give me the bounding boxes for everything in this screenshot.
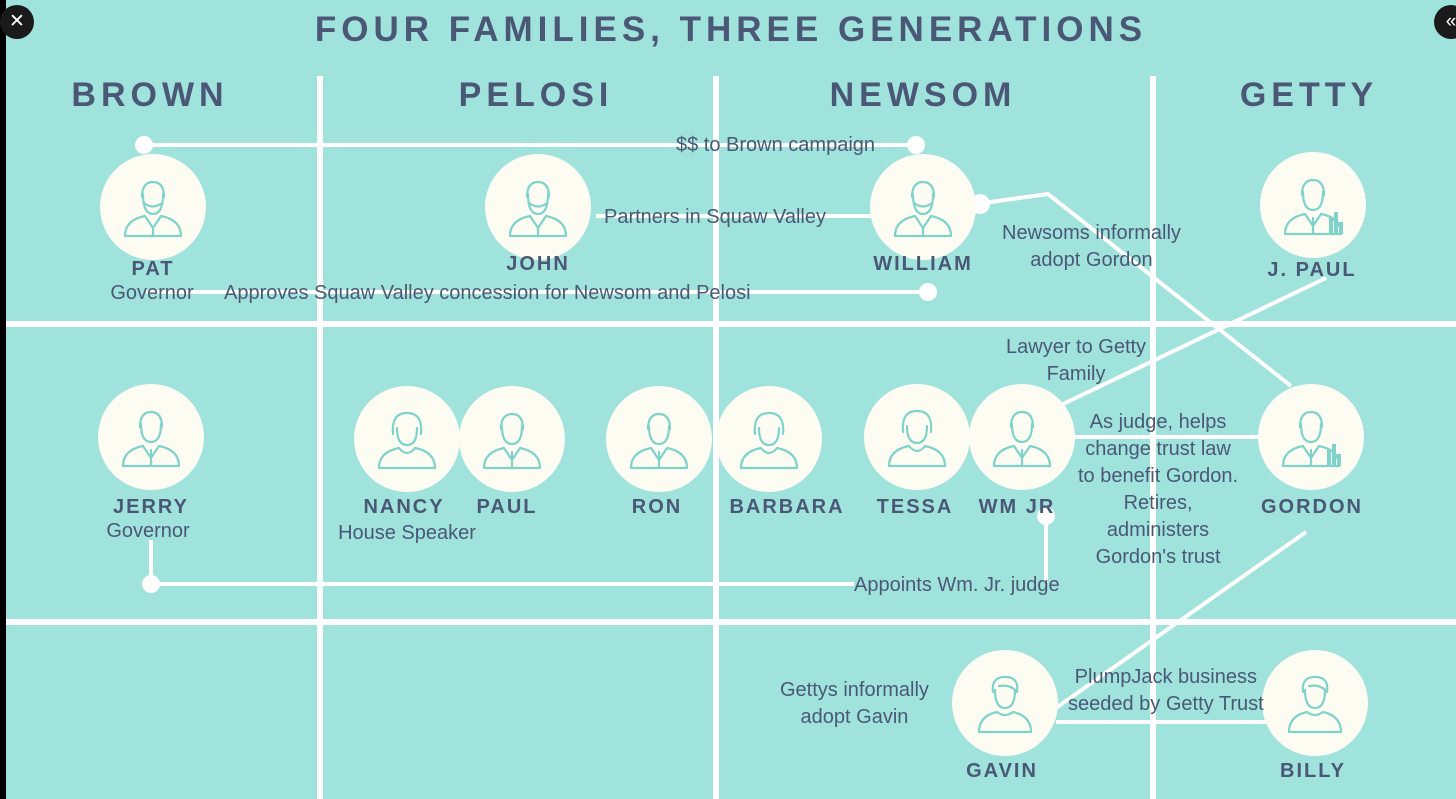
tessa-name: TESSA [876,496,954,518]
person-tie-icon [629,412,689,470]
paul-name: PAUL [476,496,538,518]
gavin-node [952,650,1058,756]
connector-lines [6,76,1456,799]
pat-role: Governor [110,282,194,304]
person-young-icon [1287,675,1343,734]
jerry-role: Governor [106,520,190,542]
paul-node [459,386,565,492]
jpaul-node [1260,152,1366,258]
side-panel-button[interactable]: « [1434,5,1456,39]
nancy-name: NANCY [363,496,445,518]
tessa-node [864,384,970,490]
person-tie-icon [992,410,1052,468]
billy-node [1262,650,1368,756]
chevron-left-icon: « [1445,11,1456,32]
wmjr-node [969,384,1075,490]
family-getty: GETTY [1239,76,1379,114]
barbara-name: BARBARA [729,496,845,518]
annotation-squaw-partners: Partners in Squaw Valley [604,206,826,228]
wmjr-name: WM JR [978,496,1056,518]
family-newsom: NEWSOM [829,76,1017,114]
family-pelosi: PELOSI [458,76,614,114]
relation-lines [144,143,1327,724]
william-name: WILLIAM [873,253,973,275]
page-title: FOUR FAMILIES, THREE GENERATIONS [314,10,1148,49]
diagram-canvas: FOUR FAMILIES, THREE GENERATIONS BROWN P… [6,0,1456,799]
person-beard-icon [508,180,568,238]
annotation-adopt-gavin: Gettys informally adopt Gavin [780,679,929,728]
annotation-appoints: Appoints Wm. Jr. judge [854,574,1060,596]
nancy-node [354,386,460,492]
john-name: JOHN [506,253,570,275]
person-woman-icon [887,409,947,468]
gordon-node [1258,384,1364,490]
pat-node [100,154,206,260]
john-node [485,154,591,260]
annotation-adopt-gordon: Newsoms informally adopt Gordon [1002,222,1181,271]
annotation-plumpjack: PlumpJack business seeded by Getty Trust [1068,666,1264,715]
person-beard-icon [893,180,953,238]
person-woman-icon [739,411,799,470]
billy-name: BILLY [1280,760,1346,782]
jerry-node [98,384,204,490]
pat-name: PAT [131,258,175,280]
person-tie-icon [121,410,181,468]
barbara-node [716,386,822,492]
ron-name: RON [631,496,683,518]
nancy-role: House Speaker [338,522,476,544]
annotation-lawyer: Lawyer to Getty Family [1006,336,1147,385]
jpaul-name: J. PAUL [1267,259,1357,281]
ron-node [606,386,712,492]
gavin-name: GAVIN [966,760,1038,782]
person-beard-icon [123,180,183,238]
person-woman-icon [377,411,437,470]
jerry-name: JERRY [113,496,189,518]
person-tie-icon [482,412,542,470]
annotation-judge: As judge, helps change trust law to bene… [1078,411,1239,568]
businessman-icon [1283,178,1343,236]
businessman-icon [1281,410,1341,468]
gordon-name: GORDON [1261,496,1363,518]
person-young-icon [977,675,1033,734]
annotation-concession: Approves Squaw Valley concession for New… [224,282,751,304]
annotation-campaign: $$ to Brown campaign [676,134,876,156]
close-button[interactable]: ✕ [0,5,34,39]
close-icon: ✕ [9,11,25,32]
william-node [870,154,976,260]
family-brown: BROWN [71,76,229,114]
